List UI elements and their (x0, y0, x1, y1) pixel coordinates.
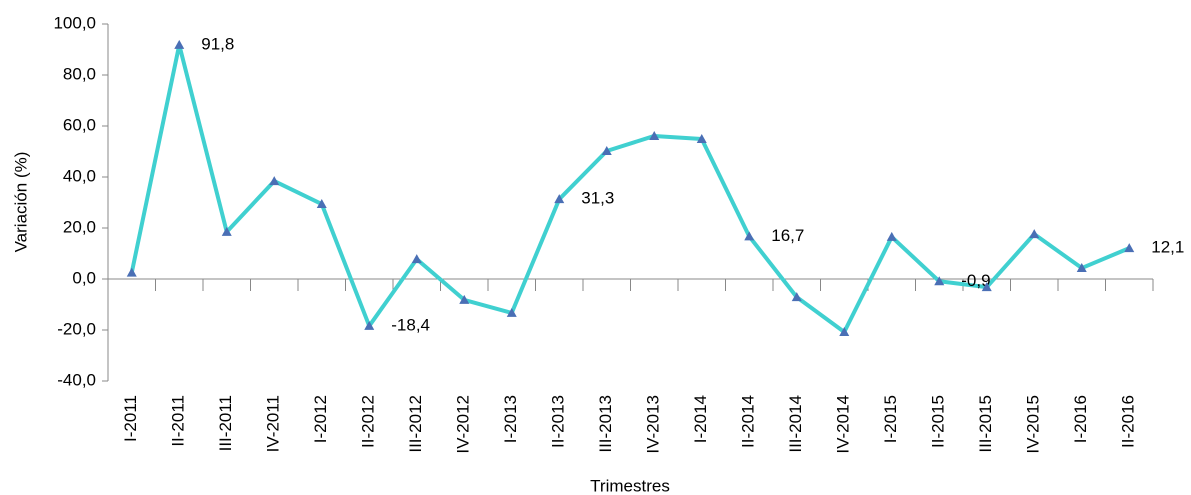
data-marker (839, 327, 850, 337)
y-tick-label: -20,0 (57, 319, 96, 338)
x-tick-label: I-2013 (501, 395, 520, 443)
y-tick-label: 0,0 (72, 268, 96, 287)
data-marker (1076, 263, 1087, 273)
x-tick-label: I-2012 (311, 395, 330, 443)
x-tick-label: I-2015 (881, 395, 900, 443)
data-label: -18,4 (391, 315, 430, 334)
data-marker (364, 320, 375, 330)
x-tick-label: II-2016 (1119, 395, 1138, 448)
x-tick-label: IV-2015 (1024, 395, 1043, 454)
data-marker (981, 282, 992, 292)
x-tick-label: II-2014 (739, 395, 758, 448)
data-marker (554, 194, 565, 204)
data-line (129, 42, 1131, 335)
data-marker (221, 226, 232, 236)
x-tick-label: IV-2014 (834, 395, 853, 454)
y-tick-label: -40,0 (57, 370, 96, 389)
data-label: 12,1 (1151, 238, 1184, 257)
x-axis-label: Trimestres (590, 476, 670, 495)
x-tick-label: III-2011 (216, 395, 235, 451)
data-marker (174, 39, 185, 49)
data-marker (269, 176, 280, 186)
data-marker (601, 145, 612, 155)
x-tick-label: II-2012 (359, 395, 378, 448)
data-label: 31,3 (581, 189, 614, 208)
y-axis-label: Variación (%) (11, 152, 30, 253)
data-marker (934, 276, 945, 286)
y-tick-label: 20,0 (63, 217, 96, 236)
data-label: 16,7 (771, 226, 804, 245)
x-tick-label: I-2016 (1071, 395, 1090, 443)
x-tick-label: IV-2011 (264, 395, 283, 452)
data-marker (1029, 229, 1040, 239)
y-tick-label: 40,0 (63, 166, 96, 185)
x-tick-label: II-2013 (549, 395, 568, 448)
x-tick-label: IV-2012 (454, 395, 473, 454)
y-tick-label: 80,0 (63, 64, 96, 83)
data-marker (791, 292, 802, 302)
x-tick-label: IV-2013 (644, 395, 663, 454)
data-marker (744, 231, 755, 241)
data-marker (126, 267, 137, 277)
data-marker (316, 199, 327, 209)
data-label: -0,9 (961, 271, 990, 290)
x-tick-label: I-2011 (121, 395, 140, 442)
x-tick-label: II-2015 (929, 395, 948, 448)
data-marker (411, 254, 422, 264)
data-label: 91,8 (201, 34, 234, 53)
data-marker (886, 231, 897, 241)
data-marker (1124, 243, 1135, 253)
x-tick-label: III-2015 (976, 395, 995, 453)
y-tick-label: 60,0 (63, 115, 96, 134)
x-tick-label: III-2012 (406, 395, 425, 453)
y-tick-label: 100,0 (53, 13, 96, 32)
x-tick-label: III-2014 (786, 395, 805, 453)
x-tick-label: I-2014 (691, 395, 710, 443)
data-marker (506, 307, 517, 317)
data-marker (649, 130, 660, 140)
x-tick-label: III-2013 (596, 395, 615, 453)
data-marker (459, 294, 470, 304)
data-marker (696, 134, 707, 144)
x-tick-label: II-2011 (169, 395, 188, 447)
